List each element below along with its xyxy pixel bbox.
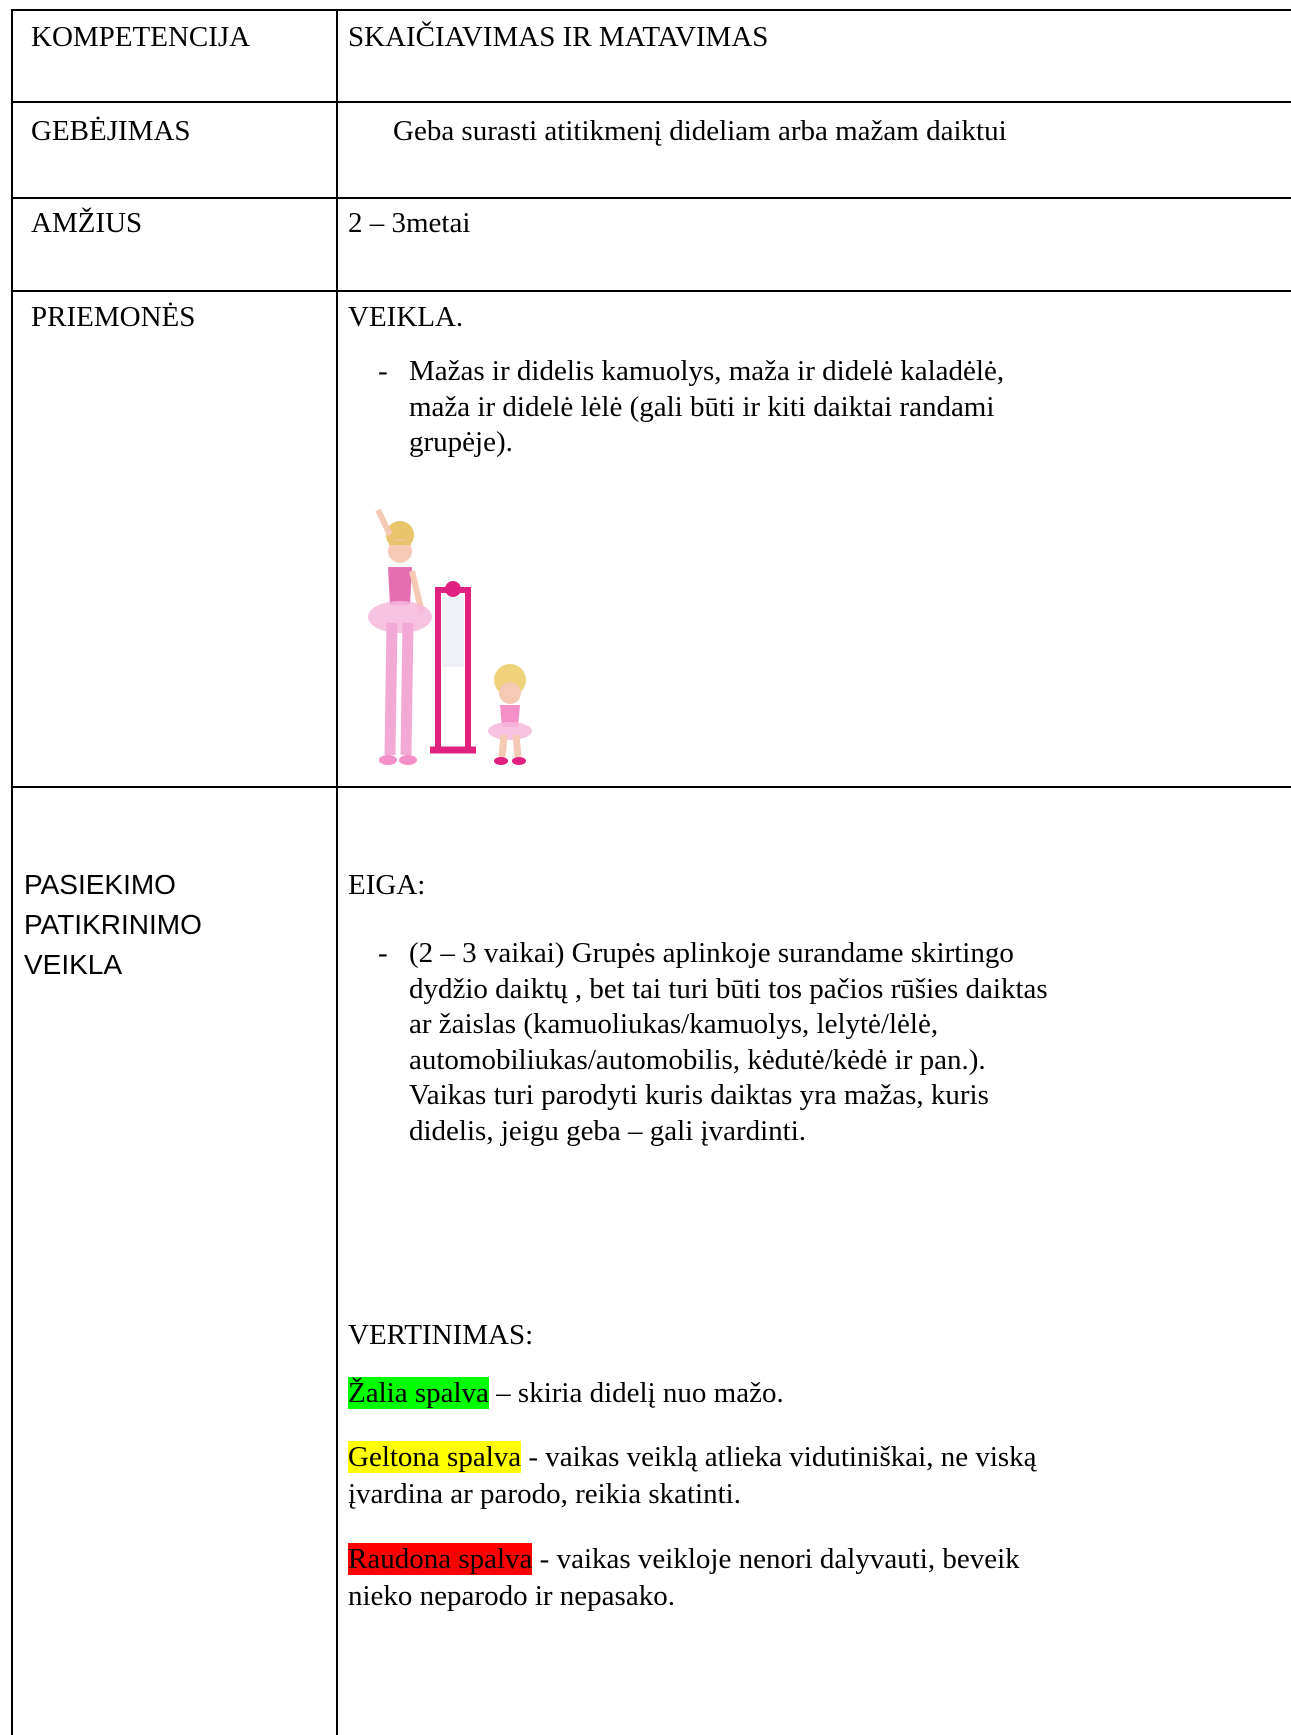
text-line: ar žaislas (kamuoliukas/kamuolys, lelytė… <box>409 1008 939 1040</box>
text-line: Vaikas turi parodyti kuris daiktas yra m… <box>409 1079 989 1111</box>
border <box>11 101 1291 103</box>
assessment-text: įvardina ar parodo, reikia skatinti. <box>348 1478 741 1510</box>
row-label: GEBĖJIMAS <box>31 115 191 147</box>
assessment-text: – skiria didelį nuo mažo. <box>488 1377 784 1409</box>
text-line: PASIEKIMO <box>24 869 176 900</box>
text-line: grupėje). <box>409 426 513 458</box>
border <box>11 197 1291 199</box>
text-line: automobiliukas/automobilis, kėdutė/kėdė … <box>409 1043 986 1076</box>
toy-image <box>368 508 532 765</box>
bullet-marker: - <box>378 355 388 387</box>
heading: VEIKLA. <box>348 301 464 333</box>
assessment-line: Raudona spalva - vaikas veikloje nenori … <box>348 1542 1020 1577</box>
row-label: PRIEMONĖS <box>31 301 196 333</box>
heading: VERTINIMAS: <box>348 1319 534 1351</box>
bullet-marker: - <box>378 937 388 969</box>
text-line: (2 – 3 vaikai) Grupės aplinkoje surandam… <box>409 937 1014 969</box>
color-label: Raudona spalva <box>348 1543 533 1575</box>
text-line: maža ir didelė lėlė (gali būti ir kiti d… <box>409 390 995 423</box>
assessment-line: Geltona spalva - vaikas veiklą atlieka v… <box>348 1440 1037 1475</box>
heading: EIGA: <box>348 869 426 901</box>
assessment-line: įvardina ar parodo, reikia skatinti. <box>348 1477 741 1512</box>
text-line: dydžio daiktų , bet tai turi būti tos pa… <box>409 972 1048 1005</box>
assessment-text: nieko neparodo ir nepasako. <box>348 1580 675 1612</box>
row-label: AMŽIUS <box>31 207 143 239</box>
assessment-line: nieko neparodo ir nepasako. <box>348 1579 675 1614</box>
cell-text: Geba surasti atitikmenį dideliam arba ma… <box>393 115 1007 147</box>
assessment-text: - vaikas veikloje nenori dalyvauti, beve… <box>532 1543 1020 1575</box>
text-line: didelis, jeigu geba – gali įvardinti. <box>409 1114 807 1147</box>
border <box>336 9 338 1735</box>
text-line: PATIKRINIMO <box>24 909 202 940</box>
color-label: Geltona spalva <box>348 1441 522 1473</box>
assessment-line: Žalia spalva – skiria didelį nuo mažo. <box>348 1376 784 1411</box>
border <box>11 9 1291 11</box>
border <box>11 290 1291 292</box>
assessment-text: - vaikas veiklą atlieka vidutiniškai, ne… <box>521 1441 1037 1473</box>
text-line: VEIKLA <box>24 949 123 980</box>
border <box>11 9 13 1735</box>
cell-text: 2 – 3metai <box>348 207 471 239</box>
cell-text: SKAIČIAVIMAS IR MATAVIMAS <box>348 21 769 53</box>
text-line: Mažas ir didelis kamuolys, maža ir didel… <box>409 355 1005 387</box>
row-label: KOMPETENCIJA <box>31 21 251 53</box>
border <box>11 786 1291 788</box>
color-label: Žalia spalva <box>348 1377 489 1409</box>
